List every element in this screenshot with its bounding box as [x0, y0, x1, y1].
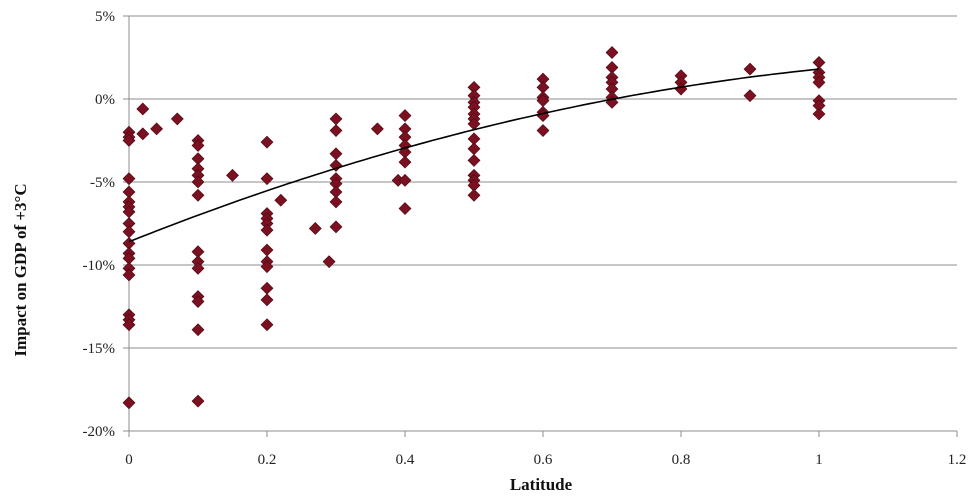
data-point [398, 202, 412, 215]
x-tick-label: 0.4 [396, 452, 415, 468]
x-tick-labels: 0 0.2 0.4 0.6 0.8 1 1.2 [125, 452, 966, 468]
data-point [191, 175, 205, 189]
data-point [743, 89, 757, 103]
data-point [398, 155, 412, 169]
data-point [370, 122, 384, 136]
data-point [260, 318, 274, 332]
x-tick-label: 0.2 [258, 452, 277, 468]
data-point [191, 261, 205, 275]
data-point [260, 172, 274, 186]
data-point [260, 243, 274, 257]
data-point [308, 222, 322, 235]
y-tick-label: 5% [95, 9, 115, 25]
data-point [122, 268, 136, 282]
data-point [329, 147, 343, 161]
y-tick-label: -15% [83, 341, 116, 357]
data-point [170, 112, 184, 126]
y-tick-label: -20% [83, 424, 116, 440]
data-point [191, 295, 205, 308]
data-point [122, 134, 136, 147]
data-point [191, 323, 205, 337]
x-tick-label: 1 [815, 452, 823, 468]
y-tick-label: 0% [95, 92, 115, 108]
data-point [329, 158, 343, 172]
data-point [260, 281, 274, 295]
x-tick-label: 1.2 [948, 452, 967, 468]
trendline [128, 68, 820, 243]
data-point [329, 220, 343, 234]
x-tick-label: 0 [125, 452, 133, 468]
data-point [536, 124, 550, 137]
data-points [122, 46, 826, 410]
data-point [322, 255, 336, 269]
data-point [191, 188, 205, 202]
data-point [674, 82, 688, 96]
data-point [467, 188, 481, 202]
data-point [467, 142, 481, 156]
data-point [191, 394, 205, 408]
data-point [260, 260, 274, 274]
x-tick-label: 0.8 [672, 452, 691, 468]
data-point [136, 127, 150, 141]
data-point [329, 195, 343, 209]
y-tick-label: -5% [90, 175, 115, 191]
data-point [743, 62, 757, 76]
data-point [122, 318, 136, 332]
data-point [122, 225, 136, 239]
data-point [398, 109, 412, 123]
data-point [226, 168, 239, 182]
data-point [605, 46, 619, 59]
data-point [136, 102, 150, 116]
data-point [329, 112, 343, 126]
data-point [191, 139, 205, 152]
y-axis-title: Impact on GDP of +3°C [11, 183, 30, 356]
data-point [260, 293, 274, 307]
data-point [812, 107, 826, 121]
x-tick-label: 0.6 [534, 452, 553, 468]
data-point [398, 173, 412, 187]
data-point [122, 396, 136, 410]
y-tick-labels: -20% -15% -10% -5% 0% 5% [83, 9, 116, 440]
data-point [260, 135, 274, 149]
data-point [467, 153, 481, 167]
data-point [329, 124, 343, 137]
data-point [260, 223, 274, 237]
x-axis-title: Latitude [510, 475, 573, 494]
data-point [274, 193, 288, 207]
data-point [150, 122, 164, 136]
y-tick-label: -10% [83, 258, 116, 274]
data-point [812, 75, 826, 89]
data-point [122, 172, 136, 186]
